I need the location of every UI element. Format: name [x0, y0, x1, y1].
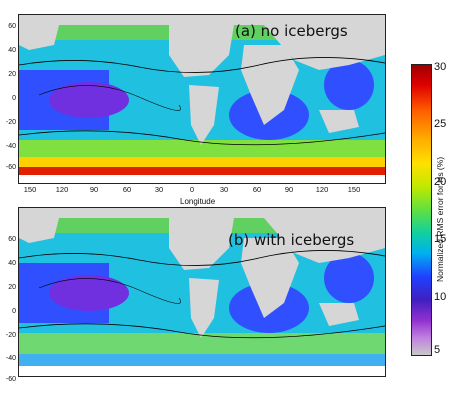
xtick-60e: 60 [252, 185, 262, 194]
ytick-b-40: 40 [8, 260, 16, 267]
ytick-b-0: 0 [12, 308, 16, 315]
colorbar-tick-10: 10 [434, 291, 447, 303]
ytick-b-m40: -40 [5, 355, 16, 362]
xtick-60w: 60 [122, 185, 132, 194]
ytick-a-m40: -40 [5, 143, 16, 150]
ytick-b-m60: -60 [5, 376, 16, 383]
ytick-a-40: 40 [8, 47, 16, 54]
colorbar [411, 64, 432, 356]
colorbar-title: Normalized RMS error for Hs (%) [435, 156, 445, 282]
panel-b-label: (b) with icebergs [228, 231, 355, 249]
xtick-150e: 150 [347, 185, 361, 194]
xtick-30e: 30 [219, 185, 229, 194]
colorbar-tick-15: 15 [434, 233, 447, 245]
colorbar-tick-30: 30 [434, 61, 447, 73]
ytick-b-m20: -20 [5, 332, 16, 339]
xtick-120w: 120 [55, 185, 69, 194]
xtick-150w: 150 [23, 185, 37, 194]
ytick-a-m60: -60 [5, 164, 16, 171]
error-map-a [19, 25, 385, 183]
xtick-0: 0 [189, 185, 195, 194]
map-panel-with-icebergs: (b) with icebergs [18, 207, 386, 377]
map-panel-no-icebergs: (a) no icebergs [18, 14, 386, 184]
ytick-b-20: 20 [8, 284, 16, 291]
colorbar-tick-5: 5 [434, 344, 441, 356]
colorbar-tick-25: 25 [434, 118, 447, 130]
xtick-30w: 30 [154, 185, 164, 194]
ytick-a-60: 60 [8, 23, 16, 30]
colorbar-tick-20: 20 [434, 176, 447, 188]
x-axis-label: Longitude [180, 197, 216, 206]
xtick-90w: 90 [89, 185, 99, 194]
error-map-b [19, 218, 385, 376]
xtick-90e: 90 [284, 185, 294, 194]
ytick-b-60: 60 [8, 236, 16, 243]
panel-a-label: (a) no icebergs [235, 22, 348, 40]
ytick-a-m20: -20 [5, 119, 16, 126]
xtick-120e: 120 [315, 185, 329, 194]
ytick-a-0: 0 [12, 95, 16, 102]
ytick-a-20: 20 [8, 71, 16, 78]
